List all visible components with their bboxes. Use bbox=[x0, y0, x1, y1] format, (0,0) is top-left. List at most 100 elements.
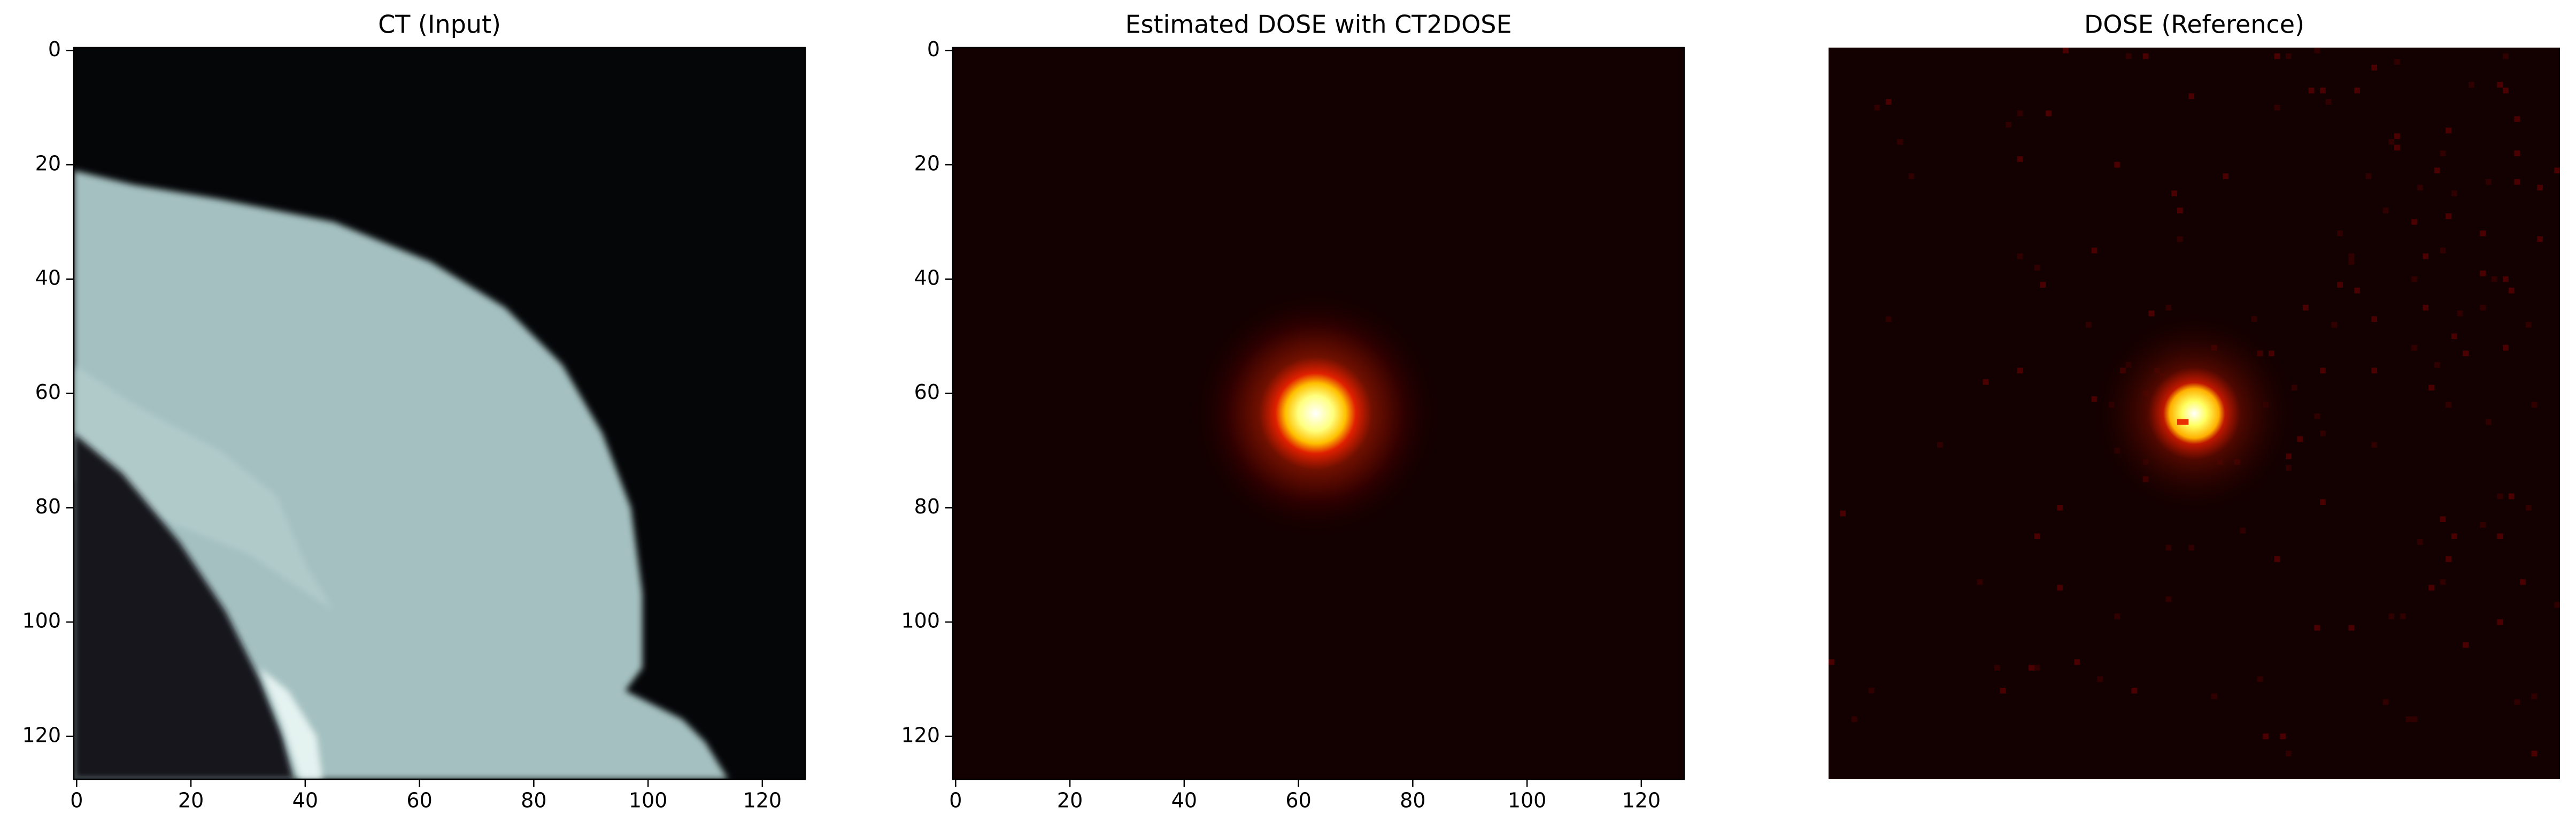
noise-pixel bbox=[2257, 676, 2263, 682]
noise-pixel bbox=[2394, 144, 2400, 151]
y-tick-label: 40 bbox=[35, 266, 61, 289]
noise-pixel bbox=[2000, 688, 2006, 694]
noise-pixel bbox=[2525, 322, 2532, 328]
noise-pixel bbox=[2063, 48, 2069, 53]
noise-pixel bbox=[2354, 87, 2360, 94]
noise-pixel bbox=[2188, 93, 2194, 99]
y-tick-label: 60 bbox=[35, 380, 61, 404]
image bbox=[953, 48, 1684, 779]
noise-pixel bbox=[1885, 99, 1892, 105]
noise-pixel bbox=[2554, 602, 2560, 608]
y-tick-label: 20 bbox=[914, 152, 940, 175]
noise-pixel bbox=[2434, 167, 2440, 174]
noise-pixel bbox=[2514, 150, 2520, 157]
noise-pixel bbox=[2131, 688, 2138, 694]
image bbox=[74, 48, 805, 779]
y-tick-label: 0 bbox=[48, 37, 61, 61]
noise-pixel bbox=[2463, 350, 2469, 357]
noise-pixel bbox=[1851, 716, 1857, 723]
dose-spot bbox=[1190, 287, 1441, 540]
noise-pixel bbox=[2463, 642, 2469, 648]
noise-pixel bbox=[2388, 139, 2395, 145]
y-tick-label: 100 bbox=[901, 609, 940, 633]
noise-pixel bbox=[2057, 505, 2063, 511]
noise-pixel bbox=[2405, 716, 2412, 723]
noise-pixel bbox=[2142, 53, 2149, 59]
noise-pixel bbox=[2537, 236, 2543, 242]
noise-pixel bbox=[2537, 185, 2543, 191]
body bbox=[74, 170, 728, 779]
noise-pixel bbox=[2457, 310, 2463, 317]
noise-pixel bbox=[2286, 750, 2292, 757]
noise-pixel bbox=[2263, 733, 2269, 740]
noise-pixel bbox=[2446, 213, 2451, 219]
noise-pixel bbox=[2337, 282, 2343, 288]
noise-pixel bbox=[2486, 179, 2492, 185]
noise-pixel bbox=[2291, 385, 2297, 391]
noise-pixel bbox=[2085, 322, 2092, 328]
noise-pixel bbox=[2446, 556, 2451, 562]
noise-pixel bbox=[2091, 248, 2097, 254]
y-tick-label: 120 bbox=[22, 723, 61, 747]
x-tick-label: 100 bbox=[629, 789, 668, 812]
noise-pixel bbox=[2274, 53, 2280, 59]
noise-pixel bbox=[2508, 493, 2515, 500]
y-tick-label: 20 bbox=[35, 152, 61, 175]
noise-pixel bbox=[2314, 413, 2320, 419]
panel-title: DOSE (Reference) bbox=[2084, 10, 2304, 39]
noise-pixel bbox=[2348, 253, 2355, 259]
noise-pixel bbox=[2125, 53, 2132, 59]
noise-pixel bbox=[2434, 362, 2440, 368]
noise-pixel bbox=[2371, 442, 2377, 448]
dose-spot bbox=[2091, 310, 2297, 517]
panel-title: CT (Input) bbox=[378, 10, 501, 39]
noise-pixel bbox=[2451, 190, 2457, 196]
x-tick-label: 80 bbox=[1400, 789, 1425, 812]
rib bbox=[259, 667, 322, 779]
noise-pixel bbox=[2451, 333, 2457, 340]
noise-pixel bbox=[1983, 379, 1989, 385]
noise-pixel bbox=[2251, 316, 2257, 322]
noise-pixel bbox=[2177, 236, 2183, 242]
noise-pixel bbox=[2177, 208, 2183, 213]
noise-pixel bbox=[2400, 613, 2406, 619]
noise-pixel bbox=[2514, 699, 2520, 705]
noise-pixel bbox=[2411, 219, 2417, 225]
noise-pixel bbox=[2286, 465, 2292, 471]
x-tick-label: 20 bbox=[178, 789, 204, 812]
y-tick-label: 60 bbox=[914, 380, 940, 404]
noise-pixel bbox=[2423, 253, 2429, 259]
noise-pixel bbox=[2503, 276, 2509, 282]
noise-pixel bbox=[2417, 185, 2423, 191]
y-tick-label: 100 bbox=[22, 609, 61, 633]
noise-pixel bbox=[2520, 579, 2526, 585]
noise-pixel bbox=[2382, 699, 2389, 705]
noise-pixel bbox=[2029, 665, 2034, 671]
noise-pixel bbox=[2480, 522, 2486, 528]
noise-pixel bbox=[2034, 265, 2040, 271]
noise-pixel bbox=[2382, 208, 2389, 213]
noise-pixel bbox=[2337, 231, 2343, 236]
noise-pixel bbox=[2440, 150, 2446, 157]
noise-pixel bbox=[1829, 659, 1834, 665]
noise-pixel bbox=[1874, 104, 1880, 111]
noise-pixel bbox=[2320, 499, 2326, 505]
noise-pixel bbox=[2371, 367, 2377, 374]
noise-pixel bbox=[2274, 556, 2280, 562]
noise-pixel bbox=[2034, 665, 2040, 671]
noise-pixel bbox=[2423, 304, 2429, 311]
noise-pixel bbox=[2365, 173, 2372, 179]
noise-pixel bbox=[2006, 121, 2011, 128]
noise-pixel bbox=[2320, 367, 2326, 374]
noise-pixel bbox=[2165, 596, 2172, 602]
noise-pixel bbox=[2303, 304, 2309, 311]
noise-pixel bbox=[1977, 579, 1983, 585]
noise-pixel bbox=[2531, 750, 2538, 757]
noise-pixel bbox=[2274, 104, 2280, 111]
noise-pixel bbox=[2446, 127, 2451, 134]
panel-title: Estimated DOSE with CT2DOSE bbox=[1125, 10, 1511, 39]
noise-pixel bbox=[2171, 190, 2177, 196]
noise-pixel bbox=[2480, 231, 2486, 236]
